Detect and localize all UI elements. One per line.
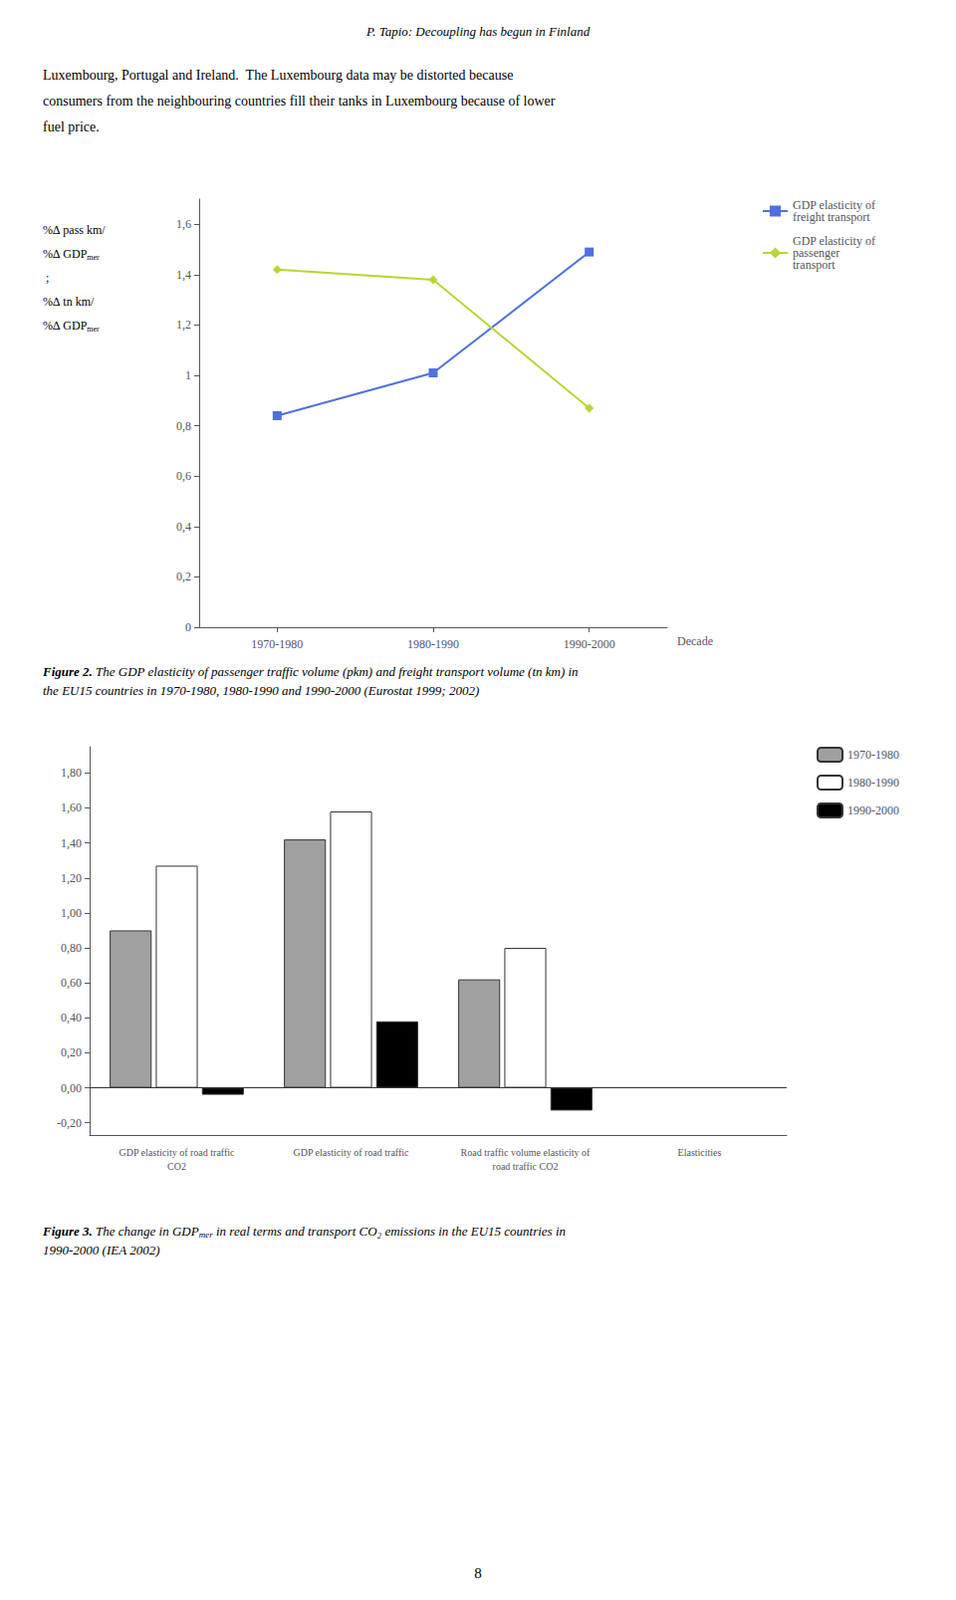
- svg-text:passenger: passenger: [792, 245, 840, 260]
- svg-text:0,20: 0,20: [60, 1045, 82, 1060]
- svg-text:freight transport: freight transport: [792, 210, 871, 225]
- svg-text:1990-2000 (IEA 2002): 1990-2000 (IEA 2002): [42, 1242, 160, 1258]
- svg-text:consumers from the neighbourin: consumers from the neighbouring countrie…: [42, 93, 556, 109]
- svg-text:GDP elasticity of road traffic: GDP elasticity of road traffic: [118, 1147, 236, 1159]
- svg-text:1970-1980: 1970-1980: [847, 747, 900, 762]
- svg-text:Luxembourg, Portugal and Irela: Luxembourg, Portugal and Ireland. The Lu…: [42, 67, 513, 83]
- svg-text:Elasticities: Elasticities: [678, 1147, 722, 1159]
- svg-text:1,60: 1,60: [60, 800, 82, 815]
- svg-text:transport: transport: [792, 257, 836, 272]
- svg-text:The GDP elasticity of passenge: The GDP elasticity of passenger traffic …: [92, 664, 579, 680]
- svg-text:%∆ GDP: %∆ GDP: [42, 318, 88, 333]
- svg-text:1970-1980: 1970-1980: [250, 637, 303, 652]
- svg-text:0,00: 0,00: [60, 1081, 82, 1096]
- svg-text:1,4: 1,4: [176, 267, 192, 282]
- svg-text:1980-1990: 1980-1990: [847, 775, 900, 790]
- svg-text:1980-1990: 1980-1990: [407, 637, 460, 652]
- svg-text:%∆ GDP: %∆ GDP: [42, 246, 88, 261]
- svg-text:GDP elasticity of road traffic: GDP elasticity of road traffic: [292, 1147, 410, 1159]
- svg-text:0,2: 0,2: [176, 569, 192, 584]
- svg-text:0,6: 0,6: [176, 469, 192, 483]
- svg-text:road traffic CO2: road traffic CO2: [492, 1161, 559, 1173]
- svg-text:mer: mer: [199, 1229, 214, 1240]
- svg-text:1,00: 1,00: [60, 906, 82, 921]
- svg-text:0,8: 0,8: [176, 419, 192, 434]
- svg-text:in real terms and transport CO: in real terms and transport CO₂ emission…: [213, 1223, 566, 1239]
- svg-text:0,40: 0,40: [60, 1010, 82, 1025]
- svg-text:GDP elasticity of: GDP elasticity of: [792, 198, 876, 213]
- svg-text:Decade: Decade: [677, 634, 714, 649]
- svg-text:the EU15 countries in 1970-198: the EU15 countries in 1970-1980, 1980-19…: [42, 683, 479, 699]
- svg-text:%∆ tn km/: %∆ tn km/: [42, 294, 95, 309]
- svg-text:Figure 2.: Figure 2.: [41, 664, 93, 680]
- svg-text:CO2: CO2: [167, 1161, 187, 1173]
- svg-text:1,6: 1,6: [176, 217, 192, 232]
- svg-text:1: 1: [185, 368, 192, 383]
- svg-text:0: 0: [185, 620, 192, 635]
- svg-text:fuel price.: fuel price.: [42, 119, 100, 135]
- svg-text:0,80: 0,80: [60, 941, 82, 956]
- svg-text:-0,20: -0,20: [56, 1116, 82, 1131]
- svg-text:1,20: 1,20: [60, 871, 82, 886]
- svg-text:%∆ pass km/: %∆ pass km/: [42, 223, 106, 238]
- svg-text:;: ;: [42, 270, 49, 285]
- svg-text:GDP elasticity of: GDP elasticity of: [792, 234, 876, 248]
- svg-text:1,2: 1,2: [176, 317, 192, 332]
- svg-text:8: 8: [474, 1565, 482, 1582]
- svg-text:1990-2000: 1990-2000: [563, 637, 616, 652]
- svg-text:1,80: 1,80: [60, 765, 82, 780]
- svg-text:0,4: 0,4: [176, 519, 192, 534]
- svg-text:Figure 3.: Figure 3.: [41, 1223, 93, 1239]
- svg-text:1990-2000: 1990-2000: [847, 803, 900, 818]
- svg-text:The change in GDP: The change in GDP: [92, 1223, 200, 1239]
- svg-text:1,40: 1,40: [60, 836, 82, 851]
- svg-text:0,60: 0,60: [60, 975, 82, 990]
- svg-text:Road traffic volume elasticity: Road traffic volume elasticity of: [461, 1147, 591, 1159]
- svg-text:mer: mer: [86, 252, 100, 262]
- svg-text:P. Tapio: Decoupling has begun: P. Tapio: Decoupling has begun in Finlan…: [365, 23, 591, 39]
- svg-text:mer: mer: [86, 324, 100, 334]
